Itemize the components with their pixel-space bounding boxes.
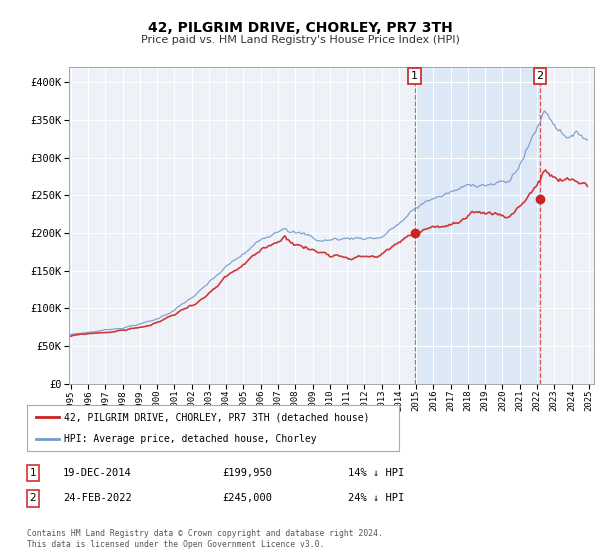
Text: 1: 1 [411,71,418,81]
Text: 42, PILGRIM DRIVE, CHORLEY, PR7 3TH: 42, PILGRIM DRIVE, CHORLEY, PR7 3TH [148,21,452,35]
Text: 1: 1 [29,468,37,478]
Text: 2: 2 [536,71,544,81]
Text: 14% ↓ HPI: 14% ↓ HPI [348,468,404,478]
Text: 42, PILGRIM DRIVE, CHORLEY, PR7 3TH (detached house): 42, PILGRIM DRIVE, CHORLEY, PR7 3TH (det… [64,412,370,422]
Text: 2: 2 [29,493,37,503]
Text: 19-DEC-2014: 19-DEC-2014 [63,468,132,478]
Text: £199,950: £199,950 [222,468,272,478]
Text: HPI: Average price, detached house, Chorley: HPI: Average price, detached house, Chor… [64,435,317,444]
Bar [415,67,540,384]
Text: Price paid vs. HM Land Registry's House Price Index (HPI): Price paid vs. HM Land Registry's House … [140,35,460,45]
Text: 24% ↓ HPI: 24% ↓ HPI [348,493,404,503]
Text: 24-FEB-2022: 24-FEB-2022 [63,493,132,503]
Text: Contains HM Land Registry data © Crown copyright and database right 2024.
This d: Contains HM Land Registry data © Crown c… [27,529,383,549]
Text: £245,000: £245,000 [222,493,272,503]
